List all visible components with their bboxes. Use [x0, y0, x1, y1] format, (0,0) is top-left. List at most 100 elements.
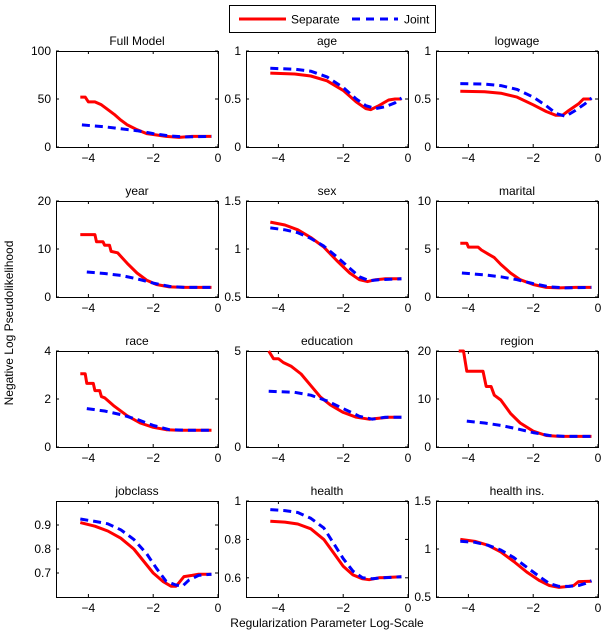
x-tick-label: −4	[462, 301, 476, 315]
series-separate-line	[79, 521, 212, 588]
subplot: age −4 −2 0 0 0.5 1	[224, 34, 411, 165]
x-tick-label: 0	[595, 601, 602, 615]
plot-area	[246, 51, 409, 148]
plot-area	[436, 501, 599, 598]
x-tick-label: 0	[595, 301, 602, 315]
subplot: year −4 −2 0 0 10 20	[38, 184, 222, 315]
legend-separate-label: Separate	[291, 13, 340, 27]
x-tick-label: −2	[526, 601, 540, 615]
x-tick-label: −4	[462, 601, 476, 615]
x-tick-label: −4	[272, 301, 286, 315]
subplot-title: marital	[499, 184, 535, 198]
plot-area	[56, 51, 219, 148]
subplot-title: education	[301, 334, 353, 348]
plot-area	[436, 201, 599, 298]
subplot-title: Full Model	[109, 34, 164, 48]
y-tick-label: 1.5	[224, 194, 241, 208]
y-tick-label: 1	[234, 44, 241, 58]
x-tick-label: −2	[336, 451, 350, 465]
y-tick-label: 0.5	[414, 92, 431, 106]
y-tick-label: 0.5	[414, 590, 431, 604]
series-joint-line	[86, 407, 212, 432]
x-tick-label: −2	[526, 451, 540, 465]
y-tick-label: 0	[424, 440, 431, 454]
x-tick-label: −4	[462, 151, 476, 165]
y-tick-label: 5	[424, 242, 431, 256]
y-tick-label: 1	[234, 494, 241, 508]
subplot-title: jobclass	[114, 484, 158, 498]
x-tick-label: −2	[146, 601, 160, 615]
subplot: region −4 −2 0 0 10 20	[418, 334, 602, 465]
legend-joint-label: Joint	[404, 13, 430, 27]
y-tick-label: 0.5	[224, 290, 241, 304]
series-joint-line	[466, 419, 592, 438]
y-tick-label: 100	[31, 44, 51, 58]
series-separate-line	[270, 71, 402, 112]
y-tick-label: 0	[44, 440, 51, 454]
series-joint-line	[270, 226, 402, 283]
subplot: health ins. −4 −2 0 0.5 1 1.5	[414, 484, 601, 615]
subplot-title: age	[317, 34, 337, 48]
x-tick-label: −4	[82, 601, 96, 615]
y-tick-label: 2	[44, 392, 51, 406]
y-tick-label: 5	[234, 344, 241, 358]
subplot: sex −4 −2 0 0.5 1 1.5	[224, 184, 411, 315]
x-tick-label: 0	[405, 301, 412, 315]
x-tick-label: −2	[146, 301, 160, 315]
y-tick-label: 0.7	[34, 566, 51, 580]
y-tick-label: 0.9	[34, 518, 51, 532]
x-tick-label: −4	[272, 151, 286, 165]
subplot-title: sex	[318, 184, 337, 198]
x-tick-label: −4	[272, 451, 286, 465]
x-tick-label: −2	[526, 301, 540, 315]
y-tick-label: 0	[424, 140, 431, 154]
x-tick-label: −2	[336, 151, 350, 165]
y-tick-label: 0	[44, 290, 51, 304]
x-tick-label: −2	[336, 301, 350, 315]
y-tick-label: 0.5	[224, 92, 241, 106]
x-tick-label: −4	[462, 451, 476, 465]
subplot: education −4 −2 0 0 5	[234, 334, 411, 465]
y-tick-label: 1	[424, 44, 431, 58]
x-tick-label: −2	[336, 601, 350, 615]
x-tick-label: 0	[595, 451, 602, 465]
x-tick-label: −2	[526, 151, 540, 165]
x-tick-label: −2	[146, 451, 160, 465]
y-tick-label: 10	[38, 242, 52, 256]
series-joint-line	[268, 389, 402, 421]
y-tick-label: 20	[418, 344, 432, 358]
series-joint-line	[460, 539, 593, 588]
y-tick-label: 50	[38, 92, 52, 106]
subplot-title: health	[311, 484, 344, 498]
y-tick-label: 0	[234, 140, 241, 154]
subplot-title: race	[125, 334, 149, 348]
plot-area	[56, 201, 219, 298]
x-tick-label: 0	[215, 151, 222, 165]
x-tick-label: 0	[595, 151, 602, 165]
x-tick-label: −4	[82, 151, 96, 165]
y-tick-label: 0.6	[224, 571, 241, 585]
y-tick-label: 0	[44, 140, 51, 154]
y-tick-label: 10	[418, 392, 432, 406]
y-tick-label: 10	[418, 194, 432, 208]
series-separate-line	[460, 89, 592, 117]
x-tick-label: 0	[215, 451, 222, 465]
subplot: race −4 −2 0 0 2 4	[44, 334, 221, 465]
subplot: logwage −4 −2 0 0 0.5 1	[414, 34, 601, 165]
x-tick-label: 0	[405, 151, 412, 165]
y-tick-label: 4	[44, 344, 51, 358]
y-tick-label: 1	[234, 242, 241, 256]
x-tick-label: −4	[272, 601, 286, 615]
subplot-title: health ins.	[490, 484, 545, 498]
series-joint-line	[86, 270, 212, 289]
x-tick-label: 0	[405, 601, 412, 615]
x-tick-label: 0	[215, 601, 222, 615]
y-tick-label: 0	[424, 290, 431, 304]
plot-area	[56, 501, 219, 598]
subplot-title: logwage	[495, 34, 540, 48]
x-tick-label: −4	[82, 301, 96, 315]
plot-area	[246, 501, 409, 598]
y-tick-label: 1	[424, 542, 431, 556]
y-axis-label: Negative Log Pseudolikelihood	[2, 241, 16, 406]
